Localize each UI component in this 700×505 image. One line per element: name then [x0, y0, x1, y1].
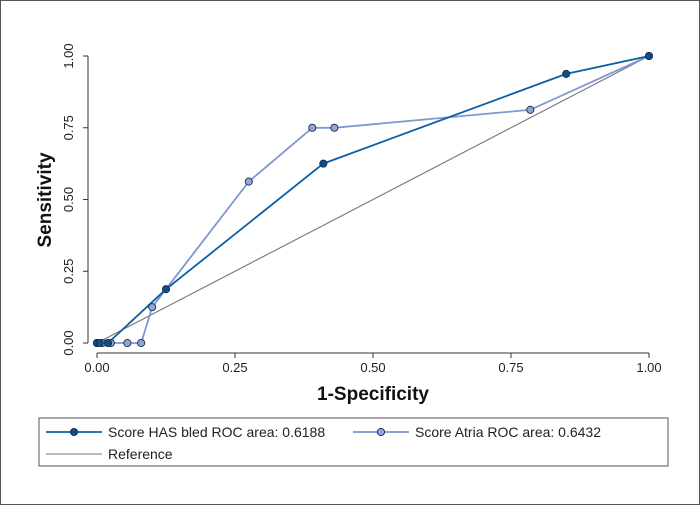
has-bled-point [103, 338, 113, 348]
legend-marker-has-bled [69, 427, 79, 437]
legend-label-atria: Score Atria ROC area: 0.6432 [415, 424, 601, 440]
x-tick-label: 1.00 [636, 360, 661, 375]
atria-point [137, 338, 146, 348]
has-bled-point [319, 159, 328, 168]
x-tick-label: 0.50 [360, 360, 385, 375]
y-tick-label: 0.75 [61, 115, 76, 140]
atria-point [330, 123, 339, 132]
legend-label-has-bled: Score HAS bled ROC area: 0.6188 [108, 424, 325, 440]
reference-line [96, 55, 650, 344]
x-axis-ticks: 0.00 0.25 0.50 0.75 1.00 [84, 353, 662, 375]
has-bled-point [562, 69, 571, 78]
y-axis-title: Sensitivity [35, 152, 56, 247]
legend: Score HAS bled ROC area: 0.6188 Score Atr… [38, 417, 669, 467]
legend-label-reference: Reference [108, 446, 173, 462]
y-axis-ticks: 0.00 0.25 0.50 0.75 1.00 [61, 43, 88, 356]
series-markers [92, 51, 654, 348]
x-axis-title: 1-Specificity [317, 384, 429, 405]
axes: 0.00 0.25 0.50 0.75 1.00 0.00 0.25 0.50 0.75 1.0… [61, 43, 662, 375]
x-tick-label: 0.00 [84, 360, 109, 375]
atria-point [123, 338, 132, 348]
y-tick-label: 1.00 [61, 43, 76, 68]
atria-point [308, 123, 317, 132]
atria-point [526, 105, 535, 114]
series-lines [96, 55, 650, 344]
x-tick-label: 0.25 [222, 360, 247, 375]
y-tick-label: 0.25 [61, 259, 76, 284]
legend-marker-atria [376, 427, 386, 437]
y-tick-label: 0.00 [61, 330, 76, 355]
x-tick-label: 0.75 [498, 360, 523, 375]
atria-point [148, 303, 157, 312]
has-bled-point [161, 285, 171, 294]
legend-box [38, 417, 669, 467]
atria-point [244, 177, 253, 186]
has-bled-point [95, 338, 104, 348]
has-bled-point [644, 51, 654, 61]
y-tick-label: 0.50 [61, 187, 76, 212]
